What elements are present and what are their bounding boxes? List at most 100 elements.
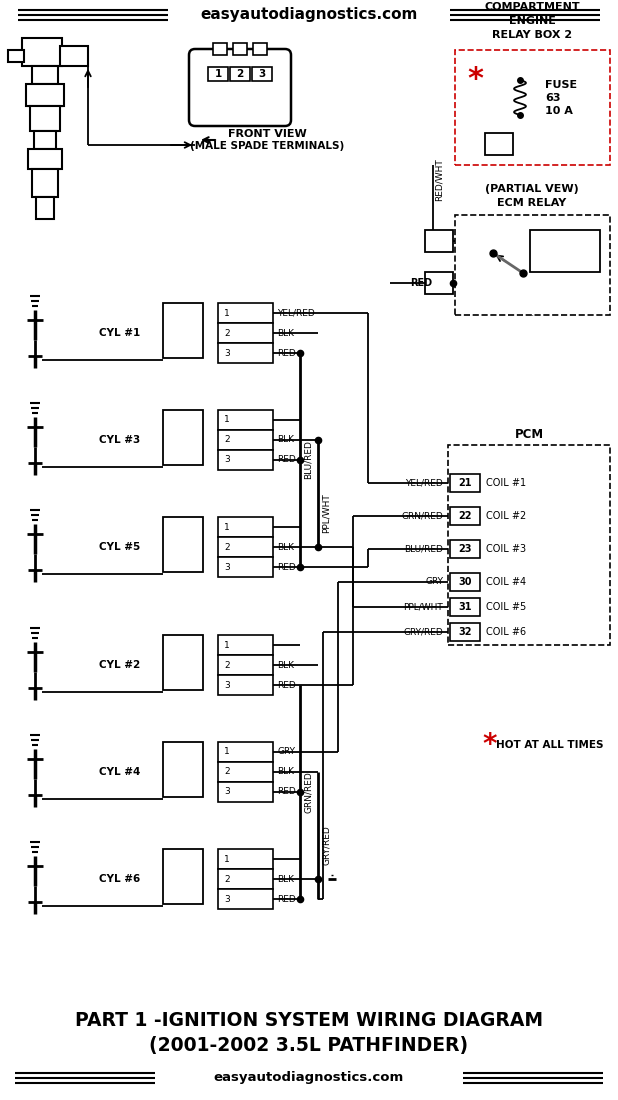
Bar <box>218 889 273 909</box>
Bar <box>36 197 54 219</box>
Text: 63: 63 <box>545 94 561 103</box>
Text: 1: 1 <box>224 748 230 757</box>
Bar <box>253 43 267 55</box>
Bar <box>30 106 60 131</box>
Bar <box>448 446 610 645</box>
Text: 3: 3 <box>224 681 230 690</box>
Text: 3: 3 <box>258 69 266 79</box>
Text: (2001-2002 3.5L PATHFINDER): (2001-2002 3.5L PATHFINDER) <box>150 1036 468 1056</box>
Text: RED: RED <box>277 894 296 903</box>
Text: 2: 2 <box>224 874 230 883</box>
Bar <box>218 869 273 889</box>
Bar <box>163 742 203 797</box>
Bar <box>60 46 88 66</box>
Text: PCM: PCM <box>514 429 544 441</box>
Bar <box>213 43 227 55</box>
Text: 1: 1 <box>224 640 230 649</box>
Bar <box>252 67 272 81</box>
Bar <box>28 148 62 169</box>
Text: CYL #3: CYL #3 <box>99 434 141 446</box>
Bar <box>230 67 250 81</box>
FancyBboxPatch shape <box>189 50 291 127</box>
Text: CYL #1: CYL #1 <box>99 328 141 338</box>
Bar <box>218 302 273 323</box>
Text: 3: 3 <box>224 455 230 464</box>
Text: GRY: GRY <box>277 748 295 757</box>
Bar <box>163 849 203 904</box>
Bar <box>163 635 203 690</box>
Bar <box>218 635 273 654</box>
Bar <box>218 675 273 695</box>
Bar <box>218 450 273 470</box>
Text: GRY/RED: GRY/RED <box>404 627 443 637</box>
Text: FUSE: FUSE <box>545 80 577 90</box>
Text: FRONT VIEW: FRONT VIEW <box>227 129 307 139</box>
Bar <box>233 43 247 55</box>
Text: COIL #3: COIL #3 <box>486 544 526 554</box>
Bar <box>218 323 273 343</box>
Text: RED: RED <box>277 788 296 796</box>
Text: 1: 1 <box>224 855 230 864</box>
Bar <box>34 131 56 149</box>
Bar <box>425 230 453 252</box>
Text: *: * <box>483 732 497 759</box>
Text: 30: 30 <box>459 578 472 587</box>
Text: YEL/RED: YEL/RED <box>277 308 315 318</box>
Bar <box>163 302 203 358</box>
Text: 2: 2 <box>224 768 230 777</box>
Bar <box>218 762 273 782</box>
Text: 23: 23 <box>459 544 472 554</box>
Text: 2: 2 <box>224 542 230 551</box>
Text: RED: RED <box>410 278 432 288</box>
Bar <box>22 39 62 66</box>
Text: GRN/RED: GRN/RED <box>303 771 313 813</box>
Text: 3: 3 <box>224 788 230 796</box>
Text: 2: 2 <box>224 660 230 670</box>
Text: GRN/RED: GRN/RED <box>401 512 443 520</box>
Text: RED: RED <box>277 681 296 690</box>
Text: 2: 2 <box>224 329 230 338</box>
Text: 2: 2 <box>236 69 243 79</box>
Bar <box>450 474 480 492</box>
Text: COIL #6: COIL #6 <box>486 627 526 637</box>
Bar <box>218 654 273 675</box>
Bar <box>450 623 480 641</box>
Text: ECM RELAY: ECM RELAY <box>497 198 567 208</box>
Text: (MALE SPADE TERMINALS): (MALE SPADE TERMINALS) <box>190 141 344 151</box>
Text: 3: 3 <box>224 894 230 903</box>
Text: COMPARTMENT: COMPARTMENT <box>484 2 580 12</box>
Bar <box>32 66 58 84</box>
Bar <box>425 272 453 294</box>
Text: CYL #5: CYL #5 <box>99 542 141 552</box>
Text: 1: 1 <box>224 522 230 531</box>
Text: CYL #2: CYL #2 <box>99 660 141 670</box>
Text: 32: 32 <box>459 627 472 637</box>
Bar <box>450 507 480 525</box>
Bar <box>163 410 203 465</box>
Text: BLU/RED: BLU/RED <box>303 441 313 480</box>
Text: BLU/RED: BLU/RED <box>404 544 443 553</box>
Text: 1: 1 <box>214 69 222 79</box>
Text: BLK: BLK <box>277 660 294 670</box>
Bar <box>450 540 480 558</box>
Text: PART 1 -IGNITION SYSTEM WIRING DIAGRAM: PART 1 -IGNITION SYSTEM WIRING DIAGRAM <box>75 1011 543 1030</box>
Text: GRY/RED: GRY/RED <box>321 825 331 865</box>
Text: COIL #2: COIL #2 <box>486 512 527 521</box>
Text: CYL #6: CYL #6 <box>99 874 141 884</box>
Bar <box>208 67 228 81</box>
Text: 22: 22 <box>459 512 472 521</box>
Text: easyautodiagnostics.com: easyautodiagnostics.com <box>200 8 418 22</box>
Bar <box>218 782 273 802</box>
Text: 10 A: 10 A <box>545 106 573 116</box>
Text: BLK: BLK <box>277 329 294 338</box>
Text: 21: 21 <box>459 478 472 488</box>
Bar <box>218 410 273 430</box>
Bar <box>218 742 273 762</box>
Text: BLK: BLK <box>277 542 294 551</box>
Text: 1: 1 <box>224 416 230 425</box>
Bar <box>163 517 203 572</box>
Text: 1: 1 <box>224 308 230 318</box>
Bar <box>450 598 480 616</box>
Bar <box>26 84 64 106</box>
Text: CYL #4: CYL #4 <box>99 767 141 777</box>
